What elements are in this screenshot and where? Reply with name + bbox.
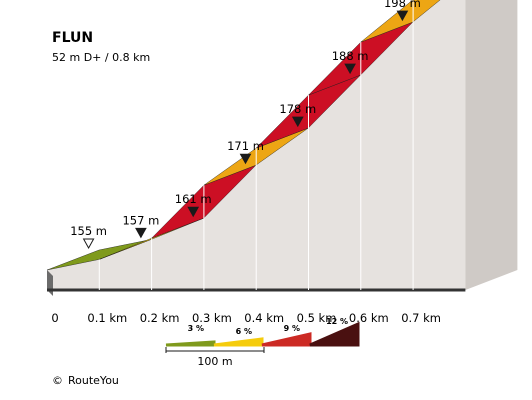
distance-gridlines [98,0,414,290]
filled-triangle-icon [187,206,200,218]
open-triangle-icon [82,238,95,250]
legend-label: 9 % [284,324,300,333]
profile-segment [360,0,441,43]
legend-swatch [213,337,264,347]
elevation-label: 171 m [227,139,264,153]
legend-swatch [165,340,216,347]
x-tick-label: 0.5 km [297,311,337,325]
filled-triangle-icon [239,153,252,165]
filled-triangle-icon [396,10,409,22]
x-tick-label: 0.6 km [349,311,389,325]
legend-label: 6 % [236,327,252,336]
filled-triangle-icon [291,116,304,128]
elevation-label: 155 m [70,224,107,238]
x-tick-label: 0.3 km [192,311,232,325]
copyright-symbol: © [52,374,63,387]
elevation-label: 161 m [175,192,212,206]
elevation-label: 188 m [332,49,369,63]
filled-triangle-icon [135,227,147,239]
x-tick-label: 0.1 km [87,311,127,325]
x-tick-label: 0.2 km [140,311,180,325]
gradient-legend: 3 % 6 % 9 % 12 % 100 m [165,317,360,368]
legend-swatch [261,332,312,347]
elevation-label: 198 m [384,0,421,10]
chart-title: FLUN [52,30,93,46]
legend-label: 3 % [188,324,204,333]
credit-text: RouteYou [68,374,119,387]
chart-subtitle: 52 m D+ / 0.8 km [52,51,150,64]
elevation-label: 157 m [122,213,159,227]
x-tick-label: 0 [51,311,58,325]
x-tick-label: 0.4 km [244,311,284,325]
profile-end-wall [465,0,518,290]
legend-scale-label: 100 m [197,355,232,368]
legend-swatch [309,321,360,347]
legend-label: 12 % [326,317,348,326]
x-tick-label: 0.7 km [401,311,441,325]
x-axis-ticks: 0 0.1 km 0.2 km 0.3 km 0.4 km 0.5 km 0.6 km 0.7… [51,311,441,325]
filled-triangle-icon [344,63,356,75]
elevation-label: 178 m [279,102,316,116]
